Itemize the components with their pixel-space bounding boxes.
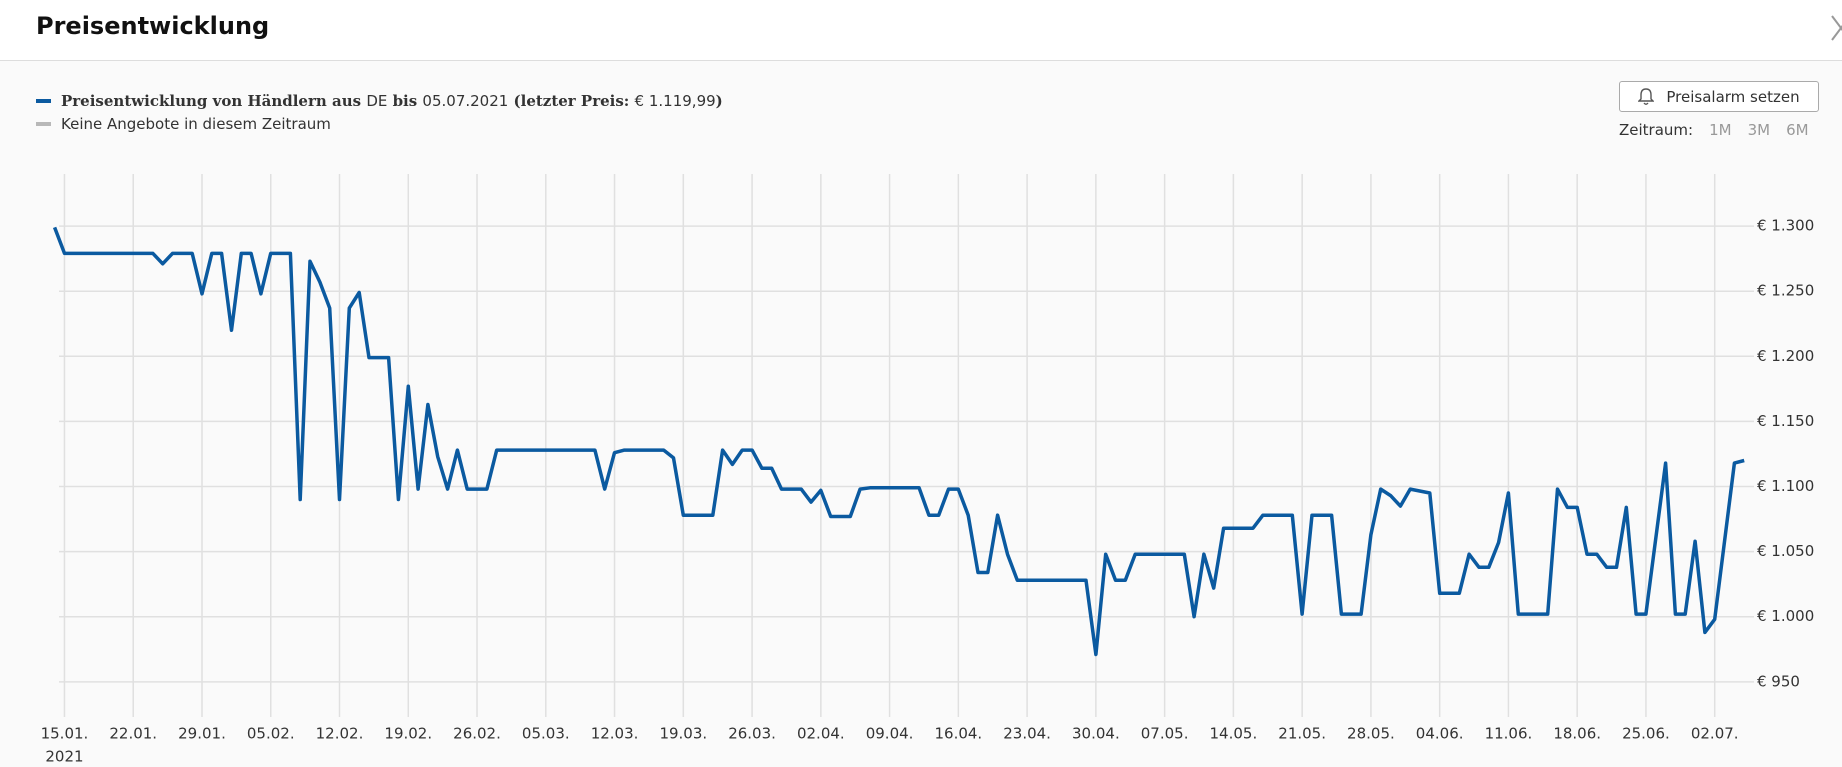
legend-text: 05.07.2021	[422, 92, 509, 110]
x-tick-label: 30.04.	[1072, 725, 1120, 743]
range-option[interactable]: 6M	[1786, 121, 1809, 139]
x-tick-label: 25.06.	[1622, 725, 1670, 743]
x-tick-label: 07.05.	[1141, 725, 1189, 743]
x-tick-label: 12.03.	[591, 725, 639, 743]
y-tick-label: € 1.100	[1757, 477, 1814, 495]
y-tick-label: € 1.300	[1757, 217, 1814, 235]
x-tick-label: 26.03.	[728, 725, 776, 743]
range-option[interactable]: 3M	[1747, 121, 1771, 139]
x-tick-label: 02.07.	[1691, 725, 1739, 743]
legend-text: Keine Angebote in diesem Zeitraum	[61, 115, 331, 133]
x-tick-label: 22.01.	[109, 725, 157, 743]
x-tick-label: 04.06.	[1416, 725, 1464, 743]
x-tick-label: 14.05.	[1210, 725, 1258, 743]
legend-text: Preisentwicklung von Händlern aus	[61, 92, 367, 110]
y-tick-label: € 1.200	[1757, 347, 1814, 365]
x-tick-label: 15.01.	[41, 725, 89, 743]
x-tick-label: 19.02.	[384, 725, 432, 743]
x-tick-label: 29.01.	[178, 725, 226, 743]
x-tick-label: 09.04.	[866, 725, 914, 743]
range-label: Zeitraum:	[1619, 121, 1694, 139]
legend-text: DE	[366, 92, 388, 110]
legend-item: Keine Angebote in diesem Zeitraum	[36, 115, 331, 133]
bell-icon	[1638, 88, 1655, 105]
range-option[interactable]: 1M	[1709, 121, 1732, 139]
legend-text: € 1.119,99	[634, 92, 716, 110]
legend-text: bis	[387, 92, 423, 110]
x-tick-label: 02.04.	[797, 725, 845, 743]
x-tick-label: 23.04.	[1003, 725, 1051, 743]
legend-text: )	[715, 92, 723, 110]
range-selector: Zeitraum: 1M 3M 6M	[1619, 121, 1809, 139]
x-tick-label: 18.06.	[1553, 725, 1601, 743]
legend-swatch	[36, 99, 51, 103]
price-alarm-button[interactable]: Preisalarm setzen	[1619, 81, 1819, 112]
y-tick-label: € 950	[1757, 672, 1800, 690]
header: Preisentwicklung	[0, 0, 1842, 61]
x-tick-label: 28.05.	[1347, 725, 1395, 743]
x-tick-label: 12.02.	[316, 725, 364, 743]
y-tick-label: € 1.050	[1757, 542, 1814, 560]
legend-text: (letzter Preis:	[508, 92, 635, 110]
y-tick-label: € 1.150	[1757, 412, 1814, 430]
x-year-label: 2021	[45, 748, 83, 766]
x-tick-label: 19.03.	[659, 725, 707, 743]
button-label: Preisalarm setzen	[1666, 87, 1800, 106]
x-tick-label: 26.02.	[453, 725, 501, 743]
y-tick-label: € 1.250	[1757, 282, 1814, 300]
x-tick-label: 11.06.	[1485, 725, 1533, 743]
x-tick-label: 05.03.	[522, 725, 570, 743]
close-icon[interactable]	[1831, 15, 1842, 41]
price-line	[52, 226, 1745, 657]
title: Preisentwicklung	[36, 12, 270, 40]
x-tick-label: 16.04.	[934, 725, 982, 743]
legend-item: Preisentwicklung von Händlern aus DE bis…	[36, 92, 723, 110]
legend-swatch	[36, 122, 51, 126]
x-tick-label: 21.05.	[1278, 725, 1326, 743]
y-tick-label: € 1.000	[1757, 607, 1814, 625]
x-tick-label: 05.02.	[247, 725, 295, 743]
